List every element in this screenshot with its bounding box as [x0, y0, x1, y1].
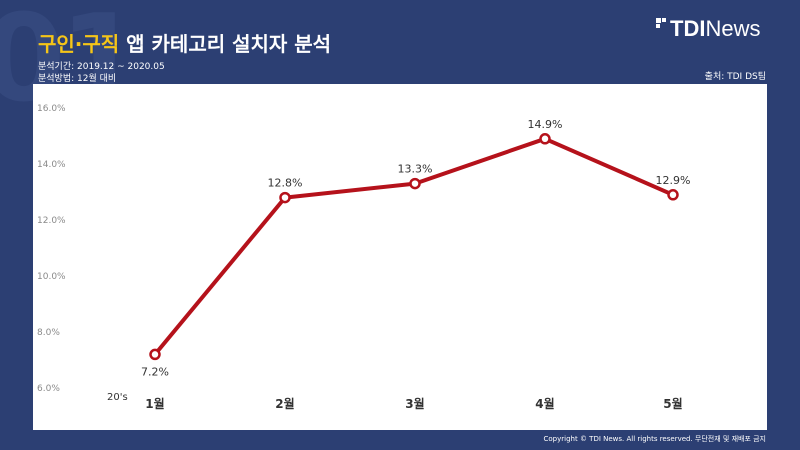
title-highlight: 구인·구직: [38, 32, 120, 56]
page-title: 구인·구직 앱 카테고리 설치자 분석: [38, 28, 331, 57]
logo-mark-icon: [656, 18, 668, 40]
source-note: 출처: TDI DS팀: [704, 72, 766, 82]
y-tick-label: 8.0%: [37, 328, 60, 338]
y-tick-label: 14.0%: [37, 160, 66, 170]
data-point: [149, 348, 161, 361]
data-label: 14.9%: [528, 118, 563, 131]
data-label: 12.9%: [656, 174, 691, 187]
logo-text: TDINews: [670, 16, 760, 42]
data-point: [279, 191, 291, 204]
y-tick-label: 12.0%: [37, 216, 66, 226]
x-tick-label: 1월: [145, 396, 164, 411]
logo-text-bold: TDI: [670, 16, 706, 41]
analysis-method: 분석방법: 12월 대비: [38, 74, 117, 84]
copyright-note: Copyright © TDI News. All rights reserve…: [543, 435, 766, 443]
data-label: 7.2%: [141, 365, 169, 378]
data-point: [409, 177, 421, 190]
y-tick-label: 10.0%: [37, 272, 66, 282]
logo-text-light: News: [705, 16, 761, 41]
line-chart: 6.0% 8.0% 10.0% 12.0% 14.0% 16.0% 20's 1월 2월 3월 4월…: [37, 104, 691, 411]
data-label: 12.8%: [268, 177, 303, 190]
x-tick-label: 3월: [405, 396, 424, 411]
y-tick-label: 6.0%: [37, 384, 60, 394]
data-label: 13.3%: [398, 163, 433, 176]
x-tick-label: 2월: [275, 396, 294, 411]
analysis-period: 분석기간: 2019.12 ~ 2020.05: [38, 62, 165, 72]
chart-panel: 6.0% 8.0% 10.0% 12.0% 14.0% 16.0% 20's 1월 2월 3월 4월…: [33, 84, 767, 430]
y-tick-label: 16.0%: [37, 104, 66, 114]
x-corner-label: 20's: [107, 392, 128, 403]
x-tick-label: 4월: [535, 396, 554, 411]
brand-logo: TDINews: [656, 16, 760, 42]
data-point: [539, 133, 551, 145]
data-point: [667, 189, 679, 201]
x-tick-label: 5월: [663, 396, 682, 411]
title-rest: 앱 카테고리 설치자 분석: [119, 32, 332, 56]
